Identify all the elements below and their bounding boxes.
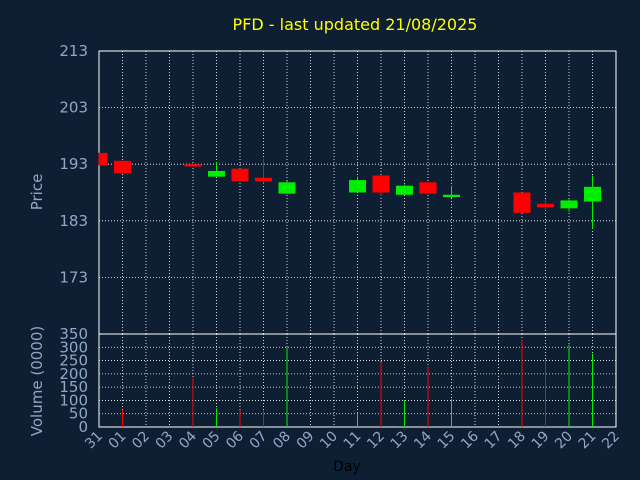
volume-y-tick-label: 50 bbox=[69, 405, 88, 423]
candle-body bbox=[560, 200, 578, 209]
x-tick-label: 12 bbox=[364, 428, 388, 452]
x-tick-label: 18 bbox=[505, 428, 529, 452]
volume-y-tick-label: 350 bbox=[59, 325, 88, 343]
volume-y-tick-label: 300 bbox=[59, 338, 88, 356]
candle-body bbox=[114, 160, 131, 174]
x-tick-label: 09 bbox=[294, 428, 318, 452]
candle-body bbox=[208, 170, 225, 177]
x-tick-label: 08 bbox=[270, 428, 294, 452]
volume-y-tick-label: 0 bbox=[78, 418, 88, 436]
volume-bars bbox=[122, 339, 593, 427]
candle-body bbox=[231, 168, 249, 182]
chart-title: PFD - last updated 21/08/2025 bbox=[233, 15, 478, 34]
x-tick-label: 13 bbox=[388, 428, 412, 452]
volume-y-tick-label: 150 bbox=[59, 378, 88, 396]
x-tick-label: 05 bbox=[200, 428, 224, 452]
price-y-tick-label: 203 bbox=[59, 99, 88, 117]
price-y-tick-label: 173 bbox=[59, 268, 88, 286]
x-tick-label: 07 bbox=[247, 428, 271, 452]
candle-body bbox=[349, 180, 366, 193]
x-tick-label: 16 bbox=[458, 428, 482, 452]
x-tick-label: 20 bbox=[552, 428, 576, 452]
x-tick-label: 17 bbox=[482, 428, 506, 452]
x-tick-label: 01 bbox=[106, 428, 130, 452]
candle-body bbox=[372, 175, 390, 193]
candle-body bbox=[584, 186, 601, 202]
price-y-tick-label: 213 bbox=[59, 42, 88, 60]
x-tick-labels: 31 01 02 03 04 05 06 07 08 09 10 11 12 13 14 15 16 17 18 19… bbox=[82, 428, 623, 452]
price-y-tick-labels: 173 183 193 203 213 bbox=[59, 42, 88, 286]
candle-body bbox=[396, 185, 413, 195]
x-tick-label: 02 bbox=[129, 428, 153, 452]
x-tick-label: 19 bbox=[529, 428, 553, 452]
x-tick-label: 22 bbox=[599, 428, 623, 452]
volume-plot-frame bbox=[98, 333, 617, 428]
candle-body bbox=[537, 203, 554, 208]
candle-body bbox=[419, 182, 437, 194]
x-tick-label: 15 bbox=[435, 428, 459, 452]
x-tick-label: 21 bbox=[576, 428, 600, 452]
volume-y-tick-label: 250 bbox=[59, 352, 88, 370]
x-tick-label: 11 bbox=[341, 428, 365, 452]
volume-gridlines bbox=[99, 334, 616, 427]
price-y-tick-label: 193 bbox=[59, 155, 88, 173]
candle-body bbox=[255, 177, 272, 182]
price-y-tick-label: 183 bbox=[59, 212, 88, 230]
candle-body bbox=[443, 194, 460, 198]
x-tick-label: 14 bbox=[411, 428, 435, 452]
candle-body bbox=[99, 152, 108, 166]
volume-y-tick-label: 100 bbox=[59, 391, 88, 409]
x-tick-label: 06 bbox=[223, 428, 247, 452]
x-tick-label: 10 bbox=[317, 428, 341, 452]
candles bbox=[98, 152, 601, 229]
volume-axis-label: Volume (0000) bbox=[28, 326, 46, 436]
candle-body bbox=[513, 192, 531, 213]
x-tick-label: 03 bbox=[153, 428, 177, 452]
price-axis-label: Price bbox=[28, 174, 46, 211]
candle-body bbox=[184, 164, 202, 167]
volume-y-tick-label: 200 bbox=[59, 365, 88, 383]
x-axis-label: Day bbox=[333, 459, 361, 475]
x-tick-label: 04 bbox=[176, 428, 200, 452]
candle-body bbox=[278, 182, 296, 194]
